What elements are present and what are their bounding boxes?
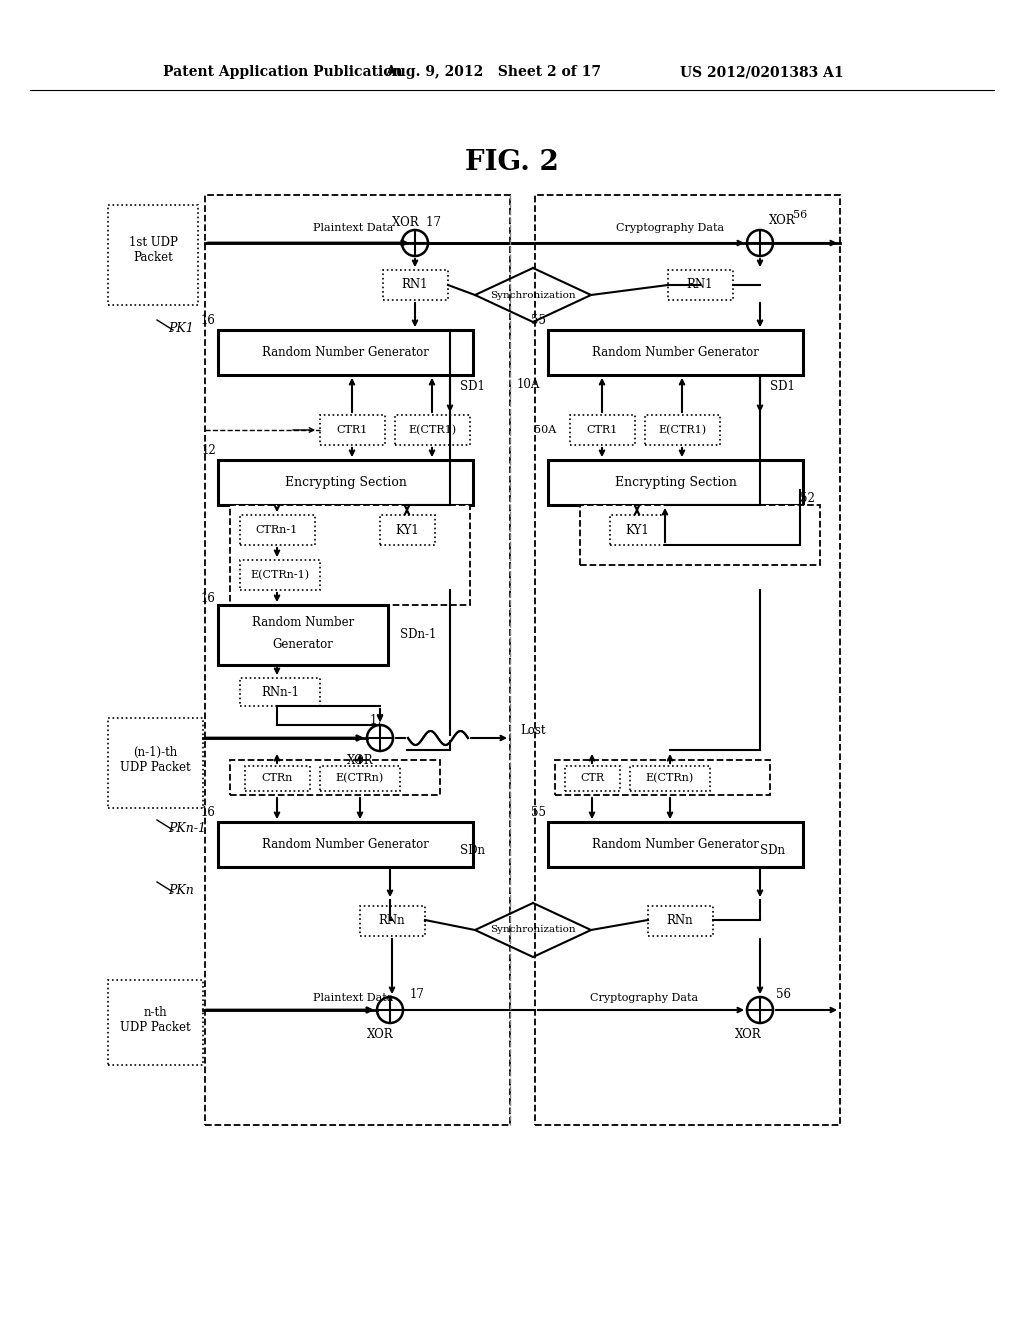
Bar	[565, 766, 620, 791]
Text: 17: 17	[410, 987, 425, 1001]
Text: Random Number: Random Number	[252, 616, 354, 630]
Bar	[205, 195, 510, 1125]
Bar	[319, 414, 385, 445]
Text: 16: 16	[201, 807, 216, 820]
Text: Random Number Generator: Random Number Generator	[592, 346, 759, 359]
Bar	[555, 760, 770, 795]
Text: 17: 17	[370, 714, 385, 726]
Bar	[218, 605, 388, 665]
Bar	[630, 766, 710, 791]
Text: Encrypting Section: Encrypting Section	[285, 477, 407, 488]
Bar	[240, 560, 319, 590]
Text: CTR: CTR	[580, 774, 604, 783]
Text: Plaintext Data: Plaintext Data	[313, 223, 393, 234]
Text: XOR  17: XOR 17	[391, 216, 440, 230]
Text: PKn-1: PKn-1	[168, 821, 206, 834]
Text: FIG. 2: FIG. 2	[465, 149, 559, 177]
Bar	[380, 515, 435, 545]
Text: Lost: Lost	[520, 723, 546, 737]
Bar	[319, 766, 400, 791]
Text: E(CTR1): E(CTR1)	[408, 425, 456, 436]
Text: 12: 12	[202, 444, 216, 457]
Text: SDn-1: SDn-1	[400, 628, 436, 642]
Bar	[548, 822, 803, 867]
Bar	[218, 822, 473, 867]
Text: 16: 16	[201, 314, 216, 326]
Text: 16: 16	[201, 591, 216, 605]
Bar	[610, 515, 665, 545]
Text: Synchronization: Synchronization	[490, 925, 575, 935]
Text: Plaintext Data: Plaintext Data	[313, 993, 393, 1003]
Text: E(CTRn): E(CTRn)	[336, 772, 384, 783]
Bar	[648, 906, 713, 936]
Text: RNn-1: RNn-1	[261, 685, 299, 698]
Text: 52: 52	[800, 491, 815, 504]
Text: Patent Application Publication: Patent Application Publication	[163, 65, 402, 79]
Text: E(CTRn-1): E(CTRn-1)	[251, 570, 309, 581]
Text: Random Number Generator: Random Number Generator	[262, 838, 429, 851]
Text: 50A: 50A	[534, 425, 556, 436]
Text: PKn: PKn	[168, 883, 194, 896]
Text: 55: 55	[531, 314, 546, 326]
Bar	[535, 195, 840, 1125]
Text: 10A: 10A	[517, 379, 541, 392]
Bar	[108, 205, 198, 305]
Text: Aug. 9, 2012   Sheet 2 of 17: Aug. 9, 2012 Sheet 2 of 17	[385, 65, 601, 79]
Text: 56: 56	[776, 987, 791, 1001]
Text: XOR: XOR	[367, 1028, 393, 1041]
Bar	[245, 766, 310, 791]
Bar	[383, 271, 449, 300]
Text: CTRn-1: CTRn-1	[256, 525, 298, 535]
Text: n-th
UDP Packet: n-th UDP Packet	[120, 1006, 190, 1034]
Text: SD1: SD1	[460, 380, 485, 393]
Text: Random Number Generator: Random Number Generator	[262, 346, 429, 359]
Text: Cryptography Data: Cryptography Data	[590, 993, 698, 1003]
Text: 56: 56	[793, 210, 807, 220]
Text: E(CTR1): E(CTR1)	[658, 425, 707, 436]
Text: SDn: SDn	[760, 843, 785, 857]
Text: PK1: PK1	[168, 322, 194, 334]
Bar	[230, 506, 470, 605]
Bar	[218, 330, 473, 375]
Text: KY1: KY1	[395, 524, 419, 536]
Bar	[645, 414, 720, 445]
Text: Generator: Generator	[272, 639, 334, 652]
Text: CTR1: CTR1	[587, 425, 617, 436]
Text: XOR: XOR	[769, 214, 796, 227]
Bar	[570, 414, 635, 445]
Bar	[218, 459, 473, 506]
Bar	[360, 906, 425, 936]
Text: SD1: SD1	[770, 380, 795, 393]
Text: RNn: RNn	[379, 915, 406, 928]
Bar	[108, 979, 203, 1065]
Bar	[108, 718, 203, 808]
Text: Cryptography Data: Cryptography Data	[616, 223, 724, 234]
Text: CTRn: CTRn	[261, 774, 293, 783]
Text: SDn: SDn	[460, 843, 485, 857]
Bar	[240, 515, 315, 545]
Text: KY1: KY1	[625, 524, 649, 536]
Text: (n-1)-th
UDP Packet: (n-1)-th UDP Packet	[120, 746, 190, 774]
Text: RN1: RN1	[687, 279, 714, 292]
Text: CTR1: CTR1	[336, 425, 368, 436]
Bar	[395, 414, 470, 445]
Text: US 2012/0201383 A1: US 2012/0201383 A1	[680, 65, 844, 79]
Text: 1st UDP
Packet: 1st UDP Packet	[129, 236, 177, 264]
Text: XOR: XOR	[734, 1028, 761, 1041]
Bar	[548, 330, 803, 375]
Text: Encrypting Section: Encrypting Section	[614, 477, 736, 488]
Bar	[240, 678, 319, 706]
Bar	[548, 459, 803, 506]
Text: RN1: RN1	[401, 279, 428, 292]
Bar	[580, 506, 820, 565]
Text: 55: 55	[531, 807, 546, 820]
Text: Synchronization: Synchronization	[490, 290, 575, 300]
Text: Random Number Generator: Random Number Generator	[592, 838, 759, 851]
Text: XOR: XOR	[347, 754, 374, 767]
Text: E(CTRn): E(CTRn)	[646, 772, 694, 783]
Bar	[230, 760, 440, 795]
Bar	[668, 271, 733, 300]
Text: RNn: RNn	[667, 915, 693, 928]
